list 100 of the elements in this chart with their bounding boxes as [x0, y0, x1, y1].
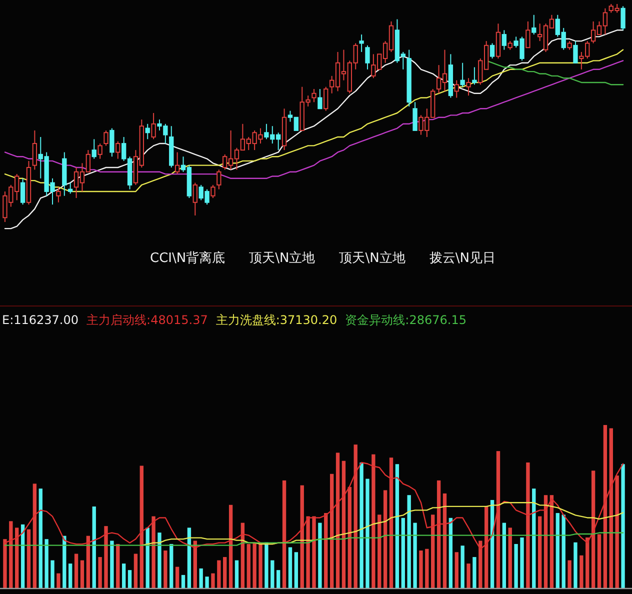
bar	[38, 488, 42, 588]
bar	[3, 539, 7, 588]
bar	[621, 464, 625, 588]
bar	[336, 452, 340, 588]
bar	[366, 478, 370, 588]
text: 主力洗盘线:37130.20	[216, 313, 338, 327]
bar	[389, 458, 394, 588]
bar	[128, 570, 132, 588]
bar	[44, 539, 48, 588]
bar	[294, 552, 298, 588]
bar	[199, 568, 203, 588]
candlestick	[532, 14, 536, 36]
bar	[288, 547, 292, 588]
candlestick	[412, 102, 418, 131]
bar	[556, 513, 560, 588]
bar	[591, 470, 596, 588]
text: CCI\N背离底	[150, 250, 226, 266]
bar	[9, 521, 13, 588]
bar	[407, 495, 411, 588]
candlestick	[460, 62, 465, 88]
bar	[472, 557, 476, 588]
bar	[211, 573, 215, 588]
candlestick	[210, 184, 216, 199]
candlestick	[174, 152, 180, 175]
bar	[140, 466, 144, 588]
bar	[348, 486, 352, 588]
bar	[431, 514, 435, 588]
candlestick	[312, 88, 316, 103]
bar	[158, 532, 162, 588]
bar	[372, 454, 376, 588]
bar	[532, 488, 536, 588]
bar	[300, 485, 304, 588]
candlestick	[92, 138, 96, 160]
bar	[92, 506, 96, 588]
bar	[580, 555, 584, 588]
candlestick	[359, 34, 364, 52]
bar	[609, 428, 613, 588]
bar	[56, 573, 60, 588]
bar	[508, 528, 512, 588]
candlestick	[32, 130, 38, 170]
bar	[550, 495, 554, 588]
bar	[187, 528, 192, 588]
bar	[116, 544, 120, 588]
bar	[496, 451, 500, 588]
candlestick	[110, 128, 114, 158]
bar	[448, 518, 453, 588]
bar	[264, 542, 268, 588]
bar	[258, 544, 262, 588]
candlestick	[151, 112, 156, 140]
candlestick	[68, 182, 73, 194]
bar	[413, 522, 417, 588]
bar	[383, 490, 388, 588]
bar	[603, 425, 608, 588]
bar	[152, 516, 156, 588]
bar	[395, 464, 400, 588]
bar	[80, 560, 84, 588]
bar	[568, 560, 572, 588]
bar	[442, 493, 447, 588]
bar	[205, 576, 209, 588]
bar	[223, 557, 227, 588]
bar	[318, 522, 322, 588]
candlestick	[490, 42, 495, 59]
bar	[526, 462, 530, 588]
bar	[170, 544, 174, 588]
candlestick	[98, 143, 102, 160]
bar	[276, 570, 280, 588]
bar	[425, 548, 429, 588]
candlestick	[472, 66, 477, 86]
bar	[110, 540, 114, 588]
candlestick	[145, 123, 150, 140]
bar	[15, 528, 19, 588]
candlestick	[56, 186, 61, 203]
bar	[574, 542, 578, 588]
bar	[502, 522, 506, 588]
candlestick	[454, 80, 459, 98]
bar	[360, 462, 364, 588]
candlestick	[104, 130, 108, 146]
bar	[252, 542, 256, 588]
bar	[324, 513, 328, 588]
bar	[86, 536, 90, 588]
bar	[32, 484, 37, 588]
text: 顶天\N立地	[249, 250, 316, 266]
bar	[312, 516, 316, 588]
candlestick	[324, 86, 328, 112]
bar	[20, 524, 25, 588]
bar	[122, 564, 126, 588]
bar	[466, 564, 470, 588]
bar	[181, 574, 186, 588]
bar	[164, 550, 168, 588]
bar	[74, 554, 78, 588]
bar	[378, 514, 382, 588]
bar	[246, 544, 250, 588]
bar	[562, 514, 566, 588]
text: 顶天\N立地	[339, 250, 406, 266]
bar	[282, 480, 286, 588]
candlestick	[20, 178, 26, 206]
bar	[146, 528, 150, 588]
bar	[26, 529, 31, 588]
text: 主力启动线:48015.37	[86, 313, 208, 327]
bar	[514, 544, 518, 588]
